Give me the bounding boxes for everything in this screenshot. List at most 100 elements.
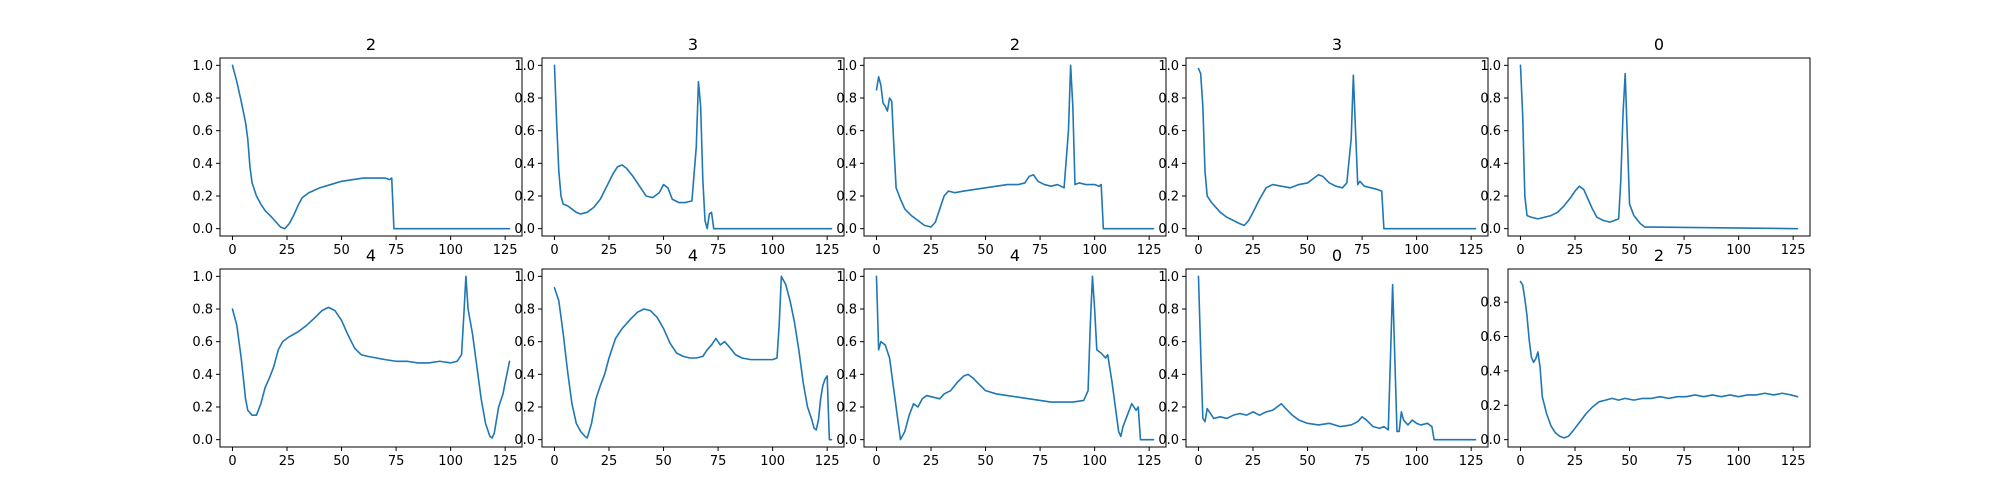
subplot-6: 4 0 25 50 75 100 125 0.0 0.2 0.4 0.6 0.8 1.0 bbox=[192, 246, 523, 469]
axes-frame bbox=[219, 268, 523, 448]
y-tick-label: 0.2 bbox=[192, 400, 213, 415]
y-tick-label: 1.0 bbox=[192, 270, 213, 285]
axes-frame bbox=[541, 57, 845, 237]
x-tick-label: 25 bbox=[1245, 454, 1262, 469]
x-tick-label: 25 bbox=[923, 243, 940, 258]
subplot-7: 4 0 25 50 75 100 125 0.0 0.2 0.4 0.6 0.8 1.0 bbox=[514, 246, 845, 469]
x-tick-label: 25 bbox=[1567, 454, 1584, 469]
x-tick-label: 25 bbox=[1245, 243, 1262, 258]
axes-frame bbox=[863, 57, 1167, 237]
y-tick-label: 0.6 bbox=[192, 124, 213, 139]
x-tick-label: 125 bbox=[1459, 454, 1484, 469]
x-tick-label: 125 bbox=[1781, 243, 1806, 258]
x-tick-label: 75 bbox=[710, 243, 727, 258]
y-tick-label: 0.0 bbox=[1158, 222, 1179, 237]
subplot-title: 4 bbox=[366, 246, 376, 265]
y-tick-label: 0.2 bbox=[836, 189, 857, 204]
y-tick-label: 0.4 bbox=[1480, 364, 1501, 379]
y-tick-label: 0.2 bbox=[836, 400, 857, 415]
x-tick-label: 0 bbox=[872, 454, 880, 469]
y-tick-label: 0.2 bbox=[1158, 189, 1179, 204]
x-tick-label: 75 bbox=[710, 454, 727, 469]
y-tick-label: 0.6 bbox=[836, 124, 857, 139]
x-tick-label: 125 bbox=[1781, 454, 1806, 469]
axes-frame bbox=[541, 268, 845, 448]
y-tick-label: 0.0 bbox=[514, 222, 535, 237]
x-tick-label: 0 bbox=[228, 243, 236, 258]
x-tick-label: 0 bbox=[872, 243, 880, 258]
x-tick-label: 0 bbox=[1516, 243, 1524, 258]
y-tick-label: 0.8 bbox=[836, 92, 857, 107]
y-tick-label: 0.6 bbox=[1158, 335, 1179, 350]
x-tick-label: 100 bbox=[760, 243, 785, 258]
x-tick-label: 75 bbox=[1354, 243, 1371, 258]
x-tick-label: 0 bbox=[1194, 243, 1202, 258]
y-tick-label: 1.0 bbox=[836, 270, 857, 285]
y-tick-label: 0.4 bbox=[192, 368, 213, 383]
x-tick-label: 75 bbox=[1032, 454, 1049, 469]
x-tick-label: 50 bbox=[977, 454, 994, 469]
subplot-5: 0 0 25 50 75 100 125 0.0 0.2 0.4 0.6 0.8 1.0 bbox=[1480, 35, 1811, 258]
x-tick-label: 125 bbox=[815, 454, 840, 469]
y-tick-label: 1.0 bbox=[1480, 59, 1501, 74]
y-tick-label: 0.0 bbox=[192, 433, 213, 448]
series-line bbox=[231, 275, 511, 439]
subplot-8: 4 0 25 50 75 100 125 0.0 0.2 0.4 0.6 0.8 1.0 bbox=[836, 246, 1167, 469]
y-tick-label: 1.0 bbox=[514, 59, 535, 74]
y-tick-label: 0.6 bbox=[514, 124, 535, 139]
y-tick-label: 0.8 bbox=[514, 303, 535, 318]
y-tick-label: 0.0 bbox=[836, 433, 857, 448]
subplot-1: 2 0 25 50 75 100 125 0.0 0.2 0.4 0.6 0.8 1.0 bbox=[192, 35, 523, 258]
y-tick-label: 1.0 bbox=[192, 59, 213, 74]
x-tick-label: 100 bbox=[1726, 243, 1751, 258]
axes-frame bbox=[1507, 57, 1811, 237]
y-tick-label: 0.2 bbox=[192, 189, 213, 204]
y-tick-label: 0.6 bbox=[1480, 124, 1501, 139]
x-tick-label: 0 bbox=[1516, 454, 1524, 469]
y-tick-label: 0.6 bbox=[514, 335, 535, 350]
y-tick-label: 0.2 bbox=[1480, 399, 1501, 414]
x-tick-label: 25 bbox=[601, 454, 618, 469]
axes-frame bbox=[1185, 57, 1489, 237]
y-tick-label: 0.0 bbox=[192, 222, 213, 237]
y-tick-label: 0.8 bbox=[192, 92, 213, 107]
x-tick-label: 50 bbox=[1621, 454, 1638, 469]
x-tick-label: 25 bbox=[1567, 243, 1584, 258]
x-tick-label: 100 bbox=[1082, 243, 1107, 258]
y-tick-label: 0.0 bbox=[514, 433, 535, 448]
series-line bbox=[1519, 280, 1799, 439]
y-tick-label: 0.8 bbox=[192, 303, 213, 318]
y-tick-label: 0.6 bbox=[1158, 124, 1179, 139]
y-tick-label: 1.0 bbox=[514, 270, 535, 285]
x-tick-label: 125 bbox=[1137, 243, 1162, 258]
subplot-title: 0 bbox=[1654, 35, 1664, 54]
subplot-title: 3 bbox=[688, 35, 698, 54]
axes-frame bbox=[219, 57, 523, 237]
x-tick-label: 0 bbox=[228, 454, 236, 469]
y-tick-label: 0.0 bbox=[1480, 433, 1501, 448]
x-tick-label: 75 bbox=[1676, 243, 1693, 258]
y-tick-label: 0.4 bbox=[836, 368, 857, 383]
x-tick-label: 100 bbox=[438, 243, 463, 258]
y-tick-label: 0.4 bbox=[514, 368, 535, 383]
y-tick-label: 1.0 bbox=[1158, 59, 1179, 74]
y-tick-label: 1.0 bbox=[1158, 270, 1179, 285]
x-tick-label: 100 bbox=[438, 454, 463, 469]
x-tick-label: 0 bbox=[1194, 454, 1202, 469]
x-tick-label: 25 bbox=[601, 243, 618, 258]
x-tick-label: 125 bbox=[815, 243, 840, 258]
series-line bbox=[553, 275, 833, 441]
x-tick-label: 50 bbox=[1621, 243, 1638, 258]
subplot-9: 0 0 25 50 75 100 125 0.0 0.2 0.4 0.6 0.8 1.0 bbox=[1158, 246, 1489, 469]
y-tick-label: 0.4 bbox=[1158, 157, 1179, 172]
subplot-3: 2 0 25 50 75 100 125 0.0 0.2 0.4 0.6 0.8 1.0 bbox=[836, 35, 1167, 258]
x-tick-label: 50 bbox=[1299, 454, 1316, 469]
y-tick-label: 1.0 bbox=[836, 59, 857, 74]
subplot-title: 0 bbox=[1332, 246, 1342, 265]
series-line bbox=[1197, 67, 1477, 230]
x-tick-label: 50 bbox=[655, 454, 672, 469]
x-tick-label: 25 bbox=[279, 243, 296, 258]
y-tick-label: 0.4 bbox=[514, 157, 535, 172]
x-tick-label: 25 bbox=[279, 454, 296, 469]
